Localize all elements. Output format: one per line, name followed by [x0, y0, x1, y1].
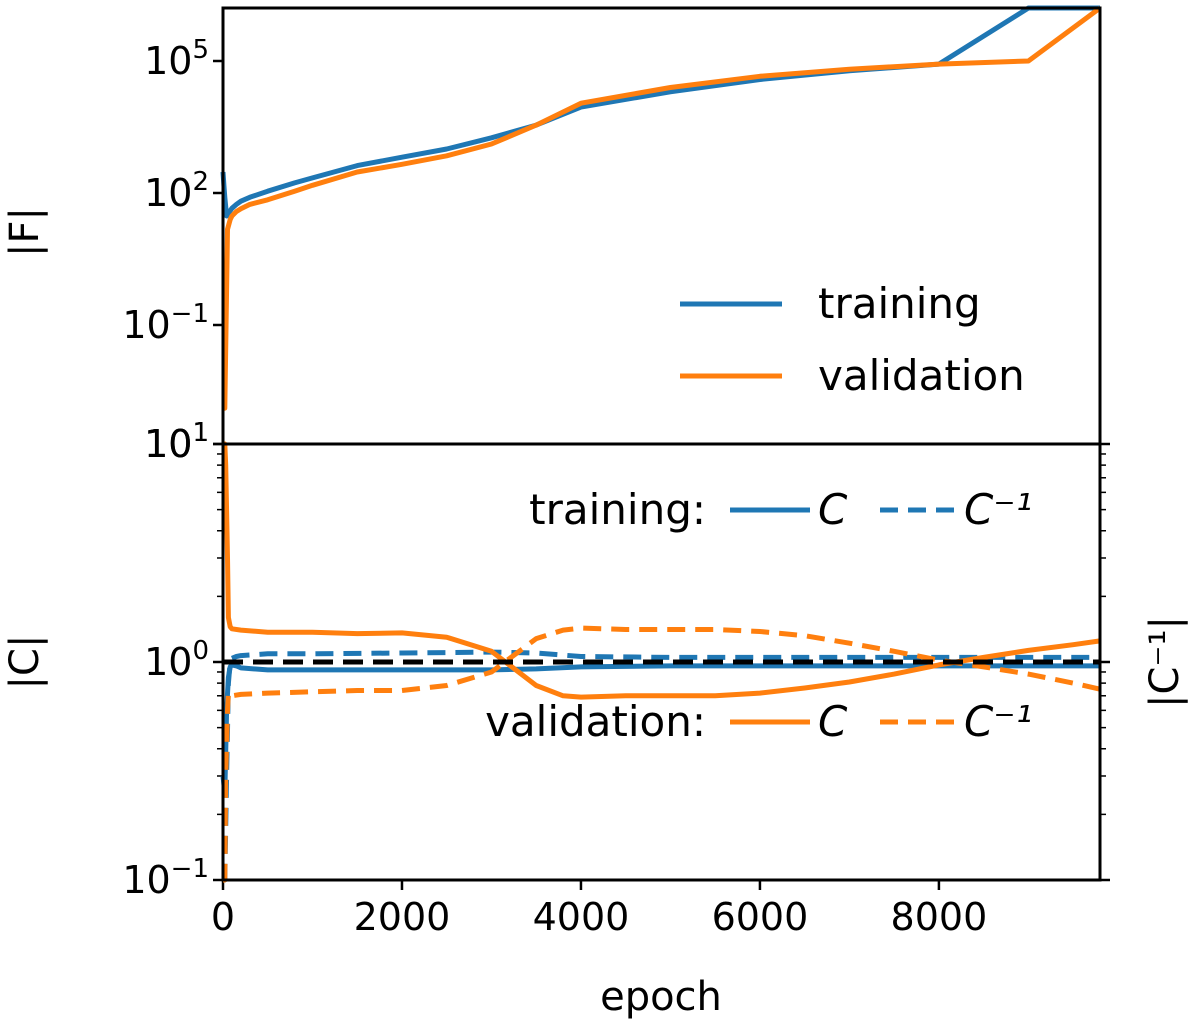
bottom-y-tick-label: 10−1	[122, 854, 209, 902]
top-legend-label: validation	[818, 351, 1025, 400]
x-tick-label: 2000	[354, 895, 451, 939]
top-y-tick-label: 101	[144, 418, 209, 466]
bottom-axis-ticks: 0 2000 4000 6000 8000 101 100 10−1	[122, 418, 1110, 939]
bottom-legend-label-c: C	[818, 485, 848, 534]
top-series-lines	[220, 5, 1102, 411]
top-y-axis-label: |F|	[2, 207, 48, 257]
bottom-series-validation-c	[222, 441, 1101, 700]
x-tick-label: 8000	[891, 895, 988, 939]
top-legend: training validation	[680, 279, 1025, 400]
bottom-series-validation-c-	[222, 625, 1101, 883]
top-y-tick-label: 105	[144, 35, 209, 83]
bottom-legend-label-c: C	[818, 697, 848, 746]
bottom-right-y-axis-label: |C⁻¹|	[1142, 616, 1188, 708]
bottom-legend-label-c-inverse: C⁻¹	[964, 697, 1032, 746]
bottom-axes-frame	[221, 442, 1102, 882]
bottom-y-tick-label: 101	[144, 418, 209, 466]
x-tick-label: 6000	[712, 895, 809, 939]
bottom-series-lines	[220, 441, 1101, 883]
bottom-legend-title: training:	[529, 485, 706, 534]
bottom-legend-label-c-inverse: C⁻¹	[964, 485, 1032, 534]
x-tick-label: 0	[211, 895, 235, 939]
bottom-legend: training: C C⁻¹ validation: C C⁻¹	[485, 485, 1032, 746]
x-axis-label: epoch	[600, 974, 722, 1020]
top-y-ticks: 105 102 10−1 101	[122, 35, 223, 466]
bottom-panel: 0 2000 4000 6000 8000 101 100 10−1 |C| |C⁻¹| ep…	[2, 418, 1188, 1020]
top-series-validation	[222, 5, 1102, 411]
bottom-series-training-c-	[222, 649, 1100, 883]
bottom-y-axis-label: |C|	[2, 635, 48, 690]
top-y-tick-label: 102	[144, 167, 209, 215]
bottom-y-tick-label: 100	[144, 636, 209, 684]
top-y-tick-label: 10−1	[122, 299, 209, 347]
bottom-legend-title: validation:	[485, 697, 706, 746]
x-tick-label: 4000	[533, 895, 630, 939]
top-series-training	[220, 5, 1100, 219]
top-panel: 105 102 10−1 101 |F| training validation	[2, 5, 1102, 466]
top-legend-label: training	[818, 279, 981, 328]
